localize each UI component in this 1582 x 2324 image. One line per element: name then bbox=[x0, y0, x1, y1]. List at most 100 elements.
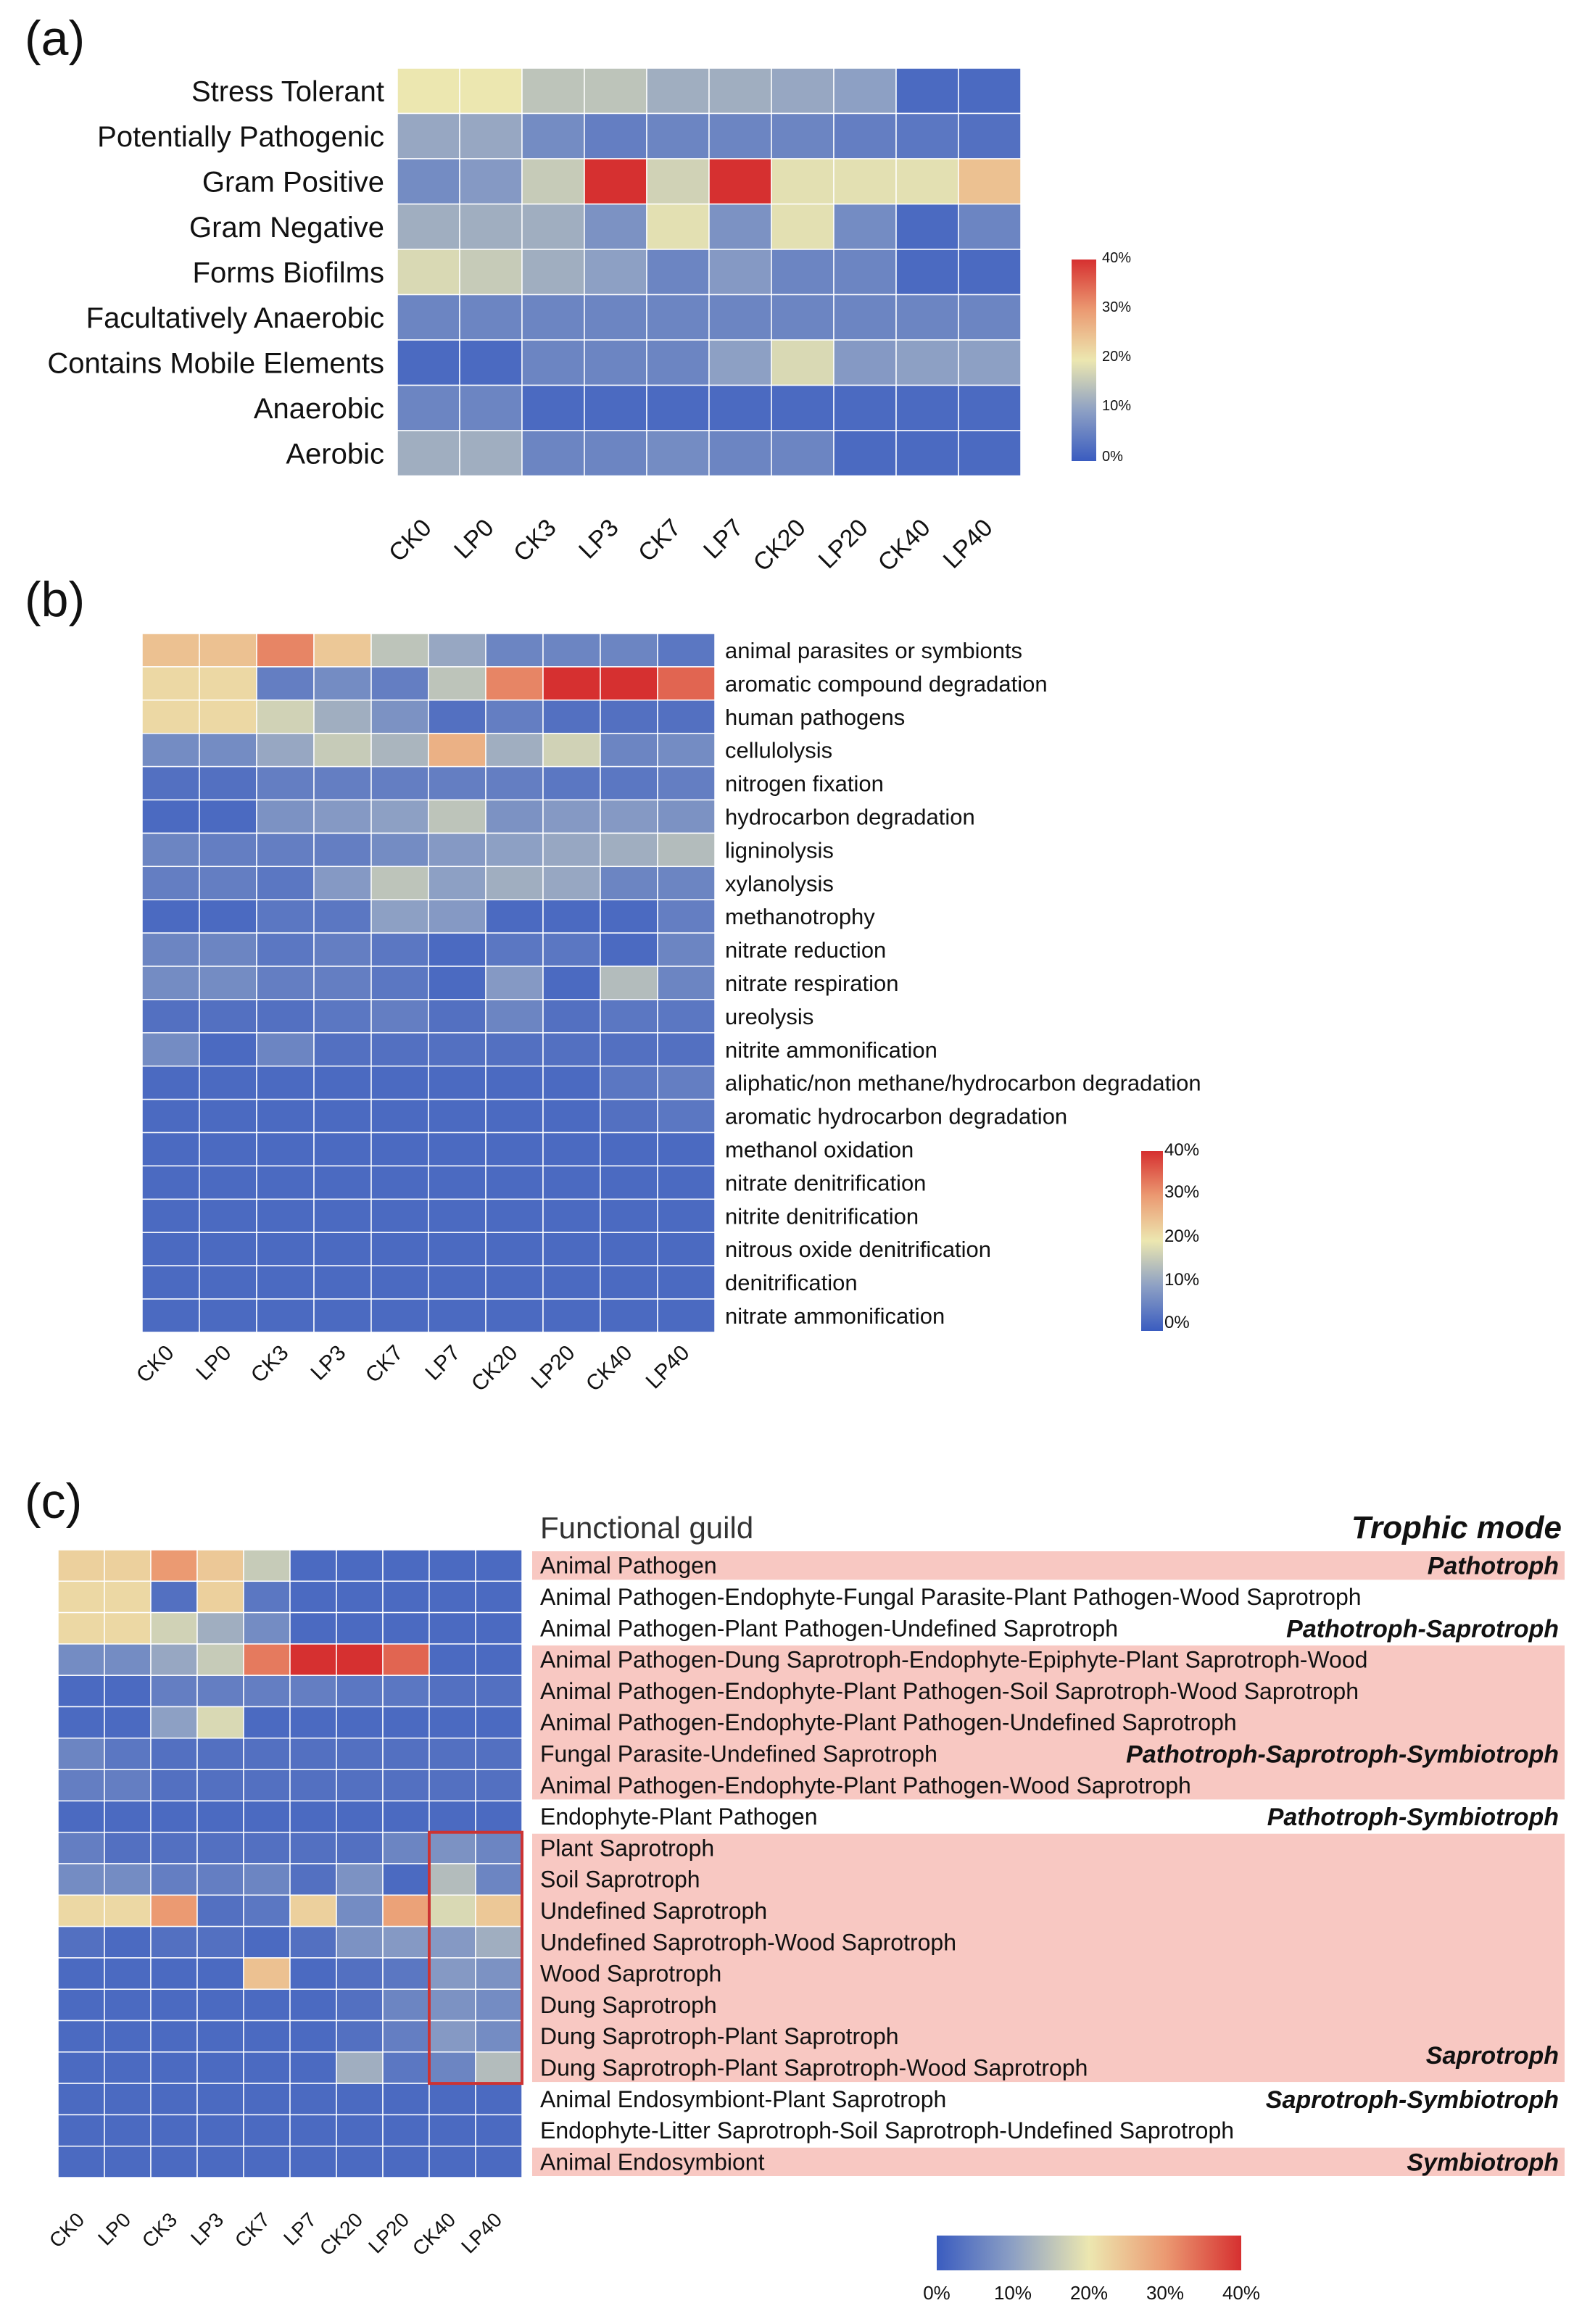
heatmap-b-cell-r6-c6 bbox=[485, 832, 544, 868]
heatmap-c-cell-r2-c5 bbox=[289, 1611, 337, 1645]
heatmap-c-cell-r7-c5 bbox=[289, 1769, 337, 1802]
heatmap-c-cell-r18-c1 bbox=[104, 2114, 152, 2147]
heatmap-c-cell-r17-c4 bbox=[243, 2083, 291, 2116]
heatmap-c-cell-r10-c9 bbox=[475, 1863, 523, 1896]
heatmap-b-cell-r8-c9 bbox=[657, 899, 716, 934]
heatmap-c-row-label: Animal Pathogen-Endophyte-Plant Pathogen… bbox=[540, 1772, 1191, 1798]
heatmap-c-cell-r6-c7 bbox=[382, 1738, 430, 1770]
heatmap-b-cell-r8-c8 bbox=[600, 899, 658, 934]
heatmap-b-cell-r18-c7 bbox=[542, 1232, 601, 1266]
heatmap-b-cell-r13-c6 bbox=[485, 1065, 544, 1100]
heatmap-a-cell-r6-c6 bbox=[771, 339, 835, 386]
heatmap-c-cell-r19-c7 bbox=[382, 2145, 430, 2178]
heatmap-b-cell-r11-c7 bbox=[542, 999, 601, 1034]
heatmap-c-cell-r2-c1 bbox=[104, 1611, 152, 1645]
heatmap-c-cell-r2-c7 bbox=[382, 1611, 430, 1645]
heatmap-a-cell-r2-c0 bbox=[397, 158, 460, 205]
heatmap-b-cell-r3-c8 bbox=[600, 732, 658, 768]
heatmap-c-row-label: Animal Endosymbiont-Plant Saprotroph bbox=[540, 2086, 946, 2112]
heatmap-b-cell-r14-c8 bbox=[600, 1098, 658, 1134]
heatmap-c-col-label: LP3 bbox=[186, 2208, 228, 2249]
heatmap-c-cell-r3-c5 bbox=[289, 1643, 337, 1676]
heatmap-b-row-label: xylanolysis bbox=[725, 871, 834, 896]
heatmap-c-row-label: Dung Saprotroph-Plant Saprotroph bbox=[540, 2023, 899, 2049]
heatmap-b-cell-r15-c4 bbox=[370, 1132, 429, 1167]
heatmap-b-cell-r3-c1 bbox=[199, 732, 257, 768]
heatmap-a-cell-r5-c7 bbox=[833, 294, 897, 341]
heatmap-b-cell-r8-c3 bbox=[313, 899, 372, 934]
heatmap-b-row-label: ureolysis bbox=[725, 1004, 813, 1029]
heatmap-b-cell-r10-c5 bbox=[428, 966, 486, 1000]
heatmap-b-cell-r10-c3 bbox=[313, 966, 372, 1000]
heatmap-b-cell-r7-c5 bbox=[428, 866, 486, 900]
functional-guild-header: Functional guild bbox=[540, 1511, 753, 1545]
heatmap-b-cell-r20-c7 bbox=[542, 1298, 601, 1333]
heatmap-b-cell-r7-c2 bbox=[256, 866, 315, 900]
heatmap-b-cell-r0-c0 bbox=[141, 633, 200, 668]
heatmap-a-cell-r8-c1 bbox=[459, 430, 523, 477]
heatmap-a-cell-r3-c4 bbox=[646, 203, 710, 250]
heatmap-b-cell-r1-c2 bbox=[256, 666, 315, 701]
heatmap-b-row-label: cellulolysis bbox=[725, 738, 832, 763]
heatmap-b-cell-r14-c2 bbox=[256, 1098, 315, 1134]
heatmap-b-cell-r15-c3 bbox=[313, 1132, 372, 1167]
heatmap-b-row-labels: animal parasites or symbionts aromatic co… bbox=[725, 638, 1201, 1329]
heatmap-c-cell-r11-c1 bbox=[104, 1894, 152, 1927]
heatmap-a-col-label: CK20 bbox=[748, 514, 811, 577]
heatmap-c-cell-r13-c7 bbox=[382, 1957, 430, 1990]
heatmap-b-cell-r20-c4 bbox=[370, 1298, 429, 1333]
heatmap-b-cell-r10-c0 bbox=[141, 966, 200, 1000]
heatmap-c-cell-r11-c7 bbox=[382, 1894, 430, 1927]
heatmap-c-cell-r19-c8 bbox=[428, 2145, 476, 2178]
heatmap-c-cell-r13-c8 bbox=[428, 1957, 476, 1990]
heatmap-c-cell-r8-c2 bbox=[150, 1800, 198, 1833]
heatmap-a-cell-r5-c0 bbox=[397, 294, 460, 341]
heatmap-c-cell-r9-c3 bbox=[196, 1831, 244, 1864]
heatmap-c-cell-r2-c3 bbox=[196, 1611, 244, 1645]
heatmap-a-cell-r2-c3 bbox=[584, 158, 647, 205]
colorbar-b-tick: 10% bbox=[1164, 1270, 1199, 1290]
heatmap-b-row-label: aromatic compound degradation bbox=[725, 671, 1048, 697]
heatmap-c-cell-r14-c5 bbox=[289, 1988, 337, 2022]
heatmap-c-cell-r1-c5 bbox=[289, 1580, 337, 1614]
heatmap-b-cell-r8-c2 bbox=[256, 899, 315, 934]
heatmap-a-cell-r0-c0 bbox=[397, 67, 460, 115]
heatmap-b-cell-r19-c1 bbox=[199, 1265, 257, 1300]
heatmap-a-cell-r3-c2 bbox=[521, 203, 585, 250]
heatmap-b-cell-r4-c9 bbox=[657, 765, 716, 801]
heatmap-b-cell-r0-c5 bbox=[428, 633, 486, 668]
heatmap-c-cell-r13-c4 bbox=[243, 1957, 291, 1990]
heatmap-b-cell-r4-c1 bbox=[199, 765, 257, 801]
heatmap-c-cell-r19-c2 bbox=[150, 2145, 198, 2178]
heatmap-b-cell-r17-c4 bbox=[370, 1198, 429, 1233]
heatmap-b-cell-r2-c6 bbox=[485, 700, 544, 734]
heatmap-b-cell-r3-c4 bbox=[370, 732, 429, 768]
heatmap-b-row-label: nitrate ammonification bbox=[725, 1303, 945, 1329]
heatmap-a-cell-r5-c1 bbox=[459, 294, 523, 341]
heatmap-b-col-label: LP0 bbox=[191, 1341, 236, 1385]
heatmap-b-row-label: aromatic hydrocarbon degradation bbox=[725, 1104, 1067, 1129]
heatmap-c-cell-r14-c9 bbox=[475, 1988, 523, 2022]
heatmap-a-cell-r7-c7 bbox=[833, 384, 897, 431]
heatmap-c-row-label: Fungal Parasite-Undefined Saprotroph bbox=[540, 1740, 937, 1767]
heatmap-c-cell-r0-c3 bbox=[196, 1549, 244, 1582]
heatmap-a-cell-r8-c3 bbox=[584, 430, 647, 477]
heatmap-c-cell-r11-c6 bbox=[336, 1894, 384, 1927]
heatmap-a-cell-r4-c7 bbox=[833, 249, 897, 296]
heatmap-c-cell-r16-c8 bbox=[428, 2051, 476, 2084]
colorbar-b-tick: 0% bbox=[1164, 1313, 1190, 1332]
heatmap-c-cell-r11-c2 bbox=[150, 1894, 198, 1927]
heatmap-c-cell-r9-c7 bbox=[382, 1831, 430, 1864]
heatmap-a-cell-r6-c9 bbox=[958, 339, 1022, 386]
heatmap-c-cell-r0-c0 bbox=[57, 1549, 105, 1582]
heatmap-a-cell-r0-c5 bbox=[708, 67, 772, 115]
heatmap-c-cell-r12-c1 bbox=[104, 1925, 152, 1959]
heatmap-c-cell-r1-c6 bbox=[336, 1580, 384, 1614]
heatmap-c-cell-r9-c5 bbox=[289, 1831, 337, 1864]
heatmap-c-cell-r5-c4 bbox=[243, 1706, 291, 1739]
heatmap-c-cell-r6-c0 bbox=[57, 1738, 105, 1770]
heatmap-c-cell-r12-c4 bbox=[243, 1925, 291, 1959]
heatmap-b-cell-r0-c6 bbox=[485, 633, 544, 668]
heatmap-c-cell-r0-c1 bbox=[104, 1549, 152, 1582]
heatmap-c-cell-r18-c5 bbox=[289, 2114, 337, 2147]
